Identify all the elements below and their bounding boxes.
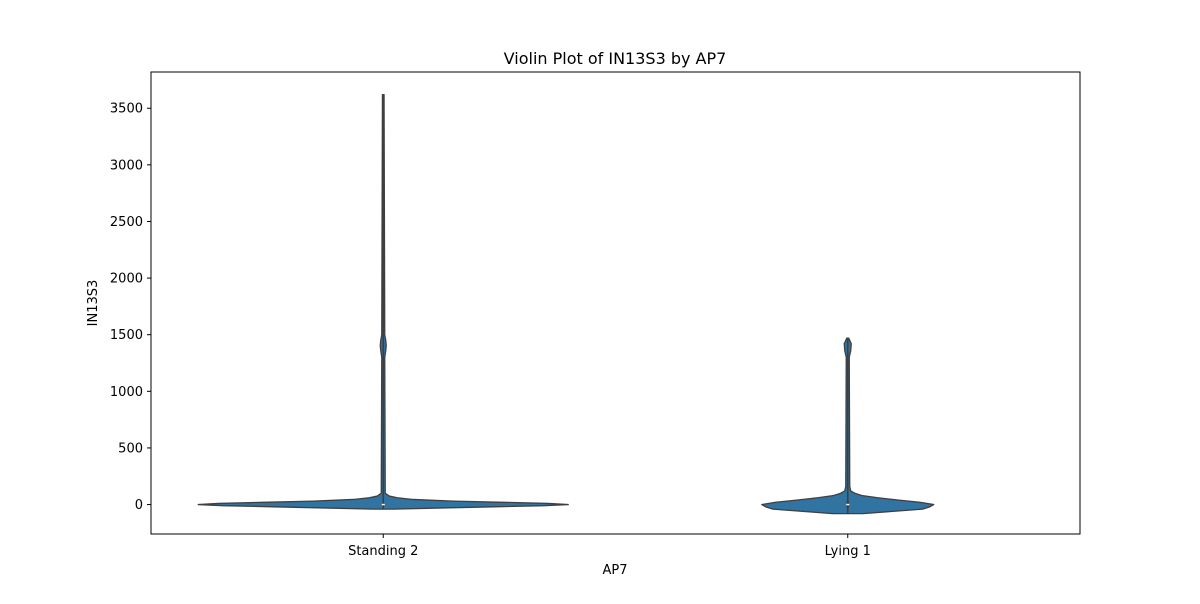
y-axis-label: IN13S3 — [86, 280, 101, 327]
plot-area-frame — [150, 71, 1081, 535]
y-tick-label: 1000 — [110, 385, 143, 400]
x-axis-label: AP7 — [602, 563, 627, 578]
x-tick-label: Lying 1 — [825, 544, 871, 559]
chart-title: Violin Plot of IN13S3 by AP7 — [504, 49, 727, 68]
y-tick-label: 0 — [135, 498, 143, 513]
y-tick-label: 2500 — [110, 215, 143, 230]
y-axis: 0 500 1000 1500 2000 2500 3000 3500 — [110, 102, 151, 513]
y-tick-label: 2000 — [110, 272, 143, 287]
y-tick-label: 500 — [118, 441, 143, 456]
y-tick-label: 1500 — [110, 328, 143, 343]
violins-group — [197, 94, 935, 515]
y-tick-label: 3000 — [110, 158, 143, 173]
x-tick-label: Standing 2 — [348, 544, 418, 559]
y-tick-label: 3500 — [110, 102, 143, 117]
x-axis: Standing 2 Lying 1 — [348, 534, 871, 559]
